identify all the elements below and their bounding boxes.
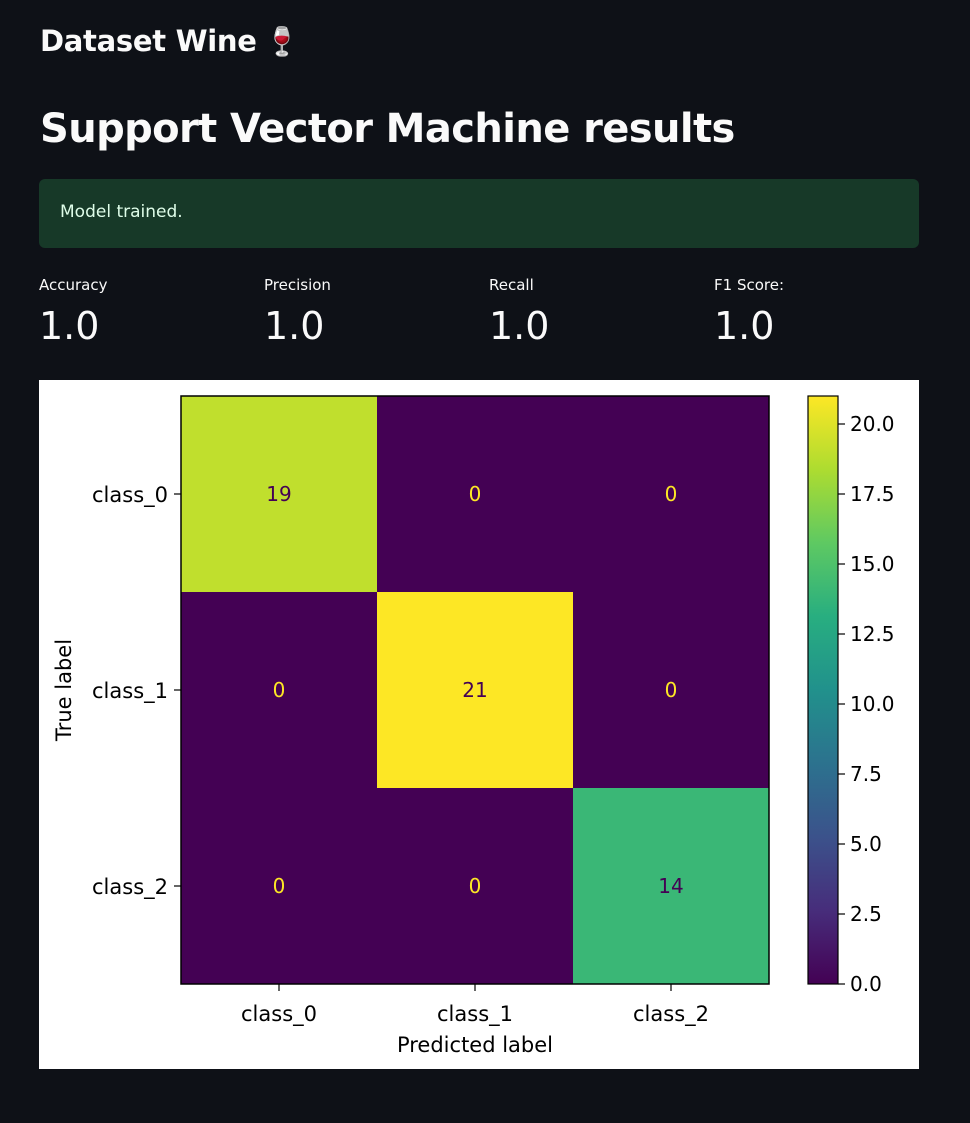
colorbar <box>807 395 839 985</box>
wine-glass-icon: 🍷 <box>264 24 300 58</box>
metric-value: 1.0 <box>264 304 325 348</box>
metric-f1-score: F1 Score: 1.0 <box>714 276 934 348</box>
cell-value-label: 0 <box>665 678 678 702</box>
y-axis-title: True label <box>52 639 76 742</box>
metric-value: 1.0 <box>489 304 550 348</box>
cell-value-label: 19 <box>266 482 291 506</box>
cell-value-label: 0 <box>273 678 286 702</box>
x-axis-title: Predicted label <box>397 1033 553 1057</box>
colorbar-tick-label: 7.5 <box>850 762 882 786</box>
colorbar-tick-label: 2.5 <box>850 902 882 926</box>
matrix-cell <box>377 788 573 984</box>
confusion-matrix-figure: 19 0 0 0 21 0 0 0 14 class_0 class_1 class_2 class_0… <box>39 380 919 1069</box>
metric-label: Recall <box>489 276 534 294</box>
matrix-cell <box>181 396 377 592</box>
matrix-cell <box>573 396 769 592</box>
matrix-cell <box>377 396 573 592</box>
y-tick-label: class_1 <box>92 679 168 704</box>
x-tick-label: class_2 <box>633 1002 709 1027</box>
success-alert-text: Model trained. <box>60 202 183 222</box>
metric-label: Accuracy <box>39 276 108 294</box>
metric-label: F1 Score: <box>714 276 785 294</box>
colorbar-tick-label: 20.0 <box>850 412 895 436</box>
colorbar-tick-label: 15.0 <box>850 552 895 576</box>
metric-label: Precision <box>264 276 331 294</box>
colorbar-tick-label: 0.0 <box>850 972 882 996</box>
metric-value: 1.0 <box>39 304 100 348</box>
cell-value-label: 14 <box>658 874 683 898</box>
colorbar-tick-label: 17.5 <box>850 482 895 506</box>
cell-value-label: 21 <box>462 678 487 702</box>
confusion-matrix-chart: 19 0 0 0 21 0 0 0 14 class_0 class_1 class_2 class_0… <box>52 395 895 1057</box>
colorbar-tick-label: 12.5 <box>850 622 895 646</box>
metric-accuracy: Accuracy 1.0 <box>39 276 259 348</box>
matrix-cell <box>181 592 377 788</box>
x-tick-label: class_0 <box>241 1002 317 1027</box>
matrix-cell <box>573 788 769 984</box>
y-tick-label: class_0 <box>92 483 168 508</box>
page-title: Support Vector Machine results <box>40 106 735 152</box>
matrix-cell <box>573 592 769 788</box>
metric-precision: Precision 1.0 <box>264 276 484 348</box>
matrix-cell <box>377 592 573 788</box>
x-tick-label: class_1 <box>437 1002 513 1027</box>
colorbar-tick-label: 5.0 <box>850 832 882 856</box>
cell-value-label: 0 <box>665 482 678 506</box>
success-alert: Model trained. <box>39 179 919 248</box>
y-tick-label: class_2 <box>92 875 168 900</box>
colorbar-tick-label: 10.0 <box>850 692 895 716</box>
cell-value-label: 0 <box>273 874 286 898</box>
matrix-cell <box>181 788 377 984</box>
metric-recall: Recall 1.0 <box>489 276 709 348</box>
cell-value-label: 0 <box>469 482 482 506</box>
dataset-subheader: Dataset Wine 🍷 <box>40 24 299 58</box>
cell-value-label: 0 <box>469 874 482 898</box>
dataset-subheader-text: Dataset Wine <box>40 24 257 58</box>
metric-value: 1.0 <box>714 304 775 348</box>
